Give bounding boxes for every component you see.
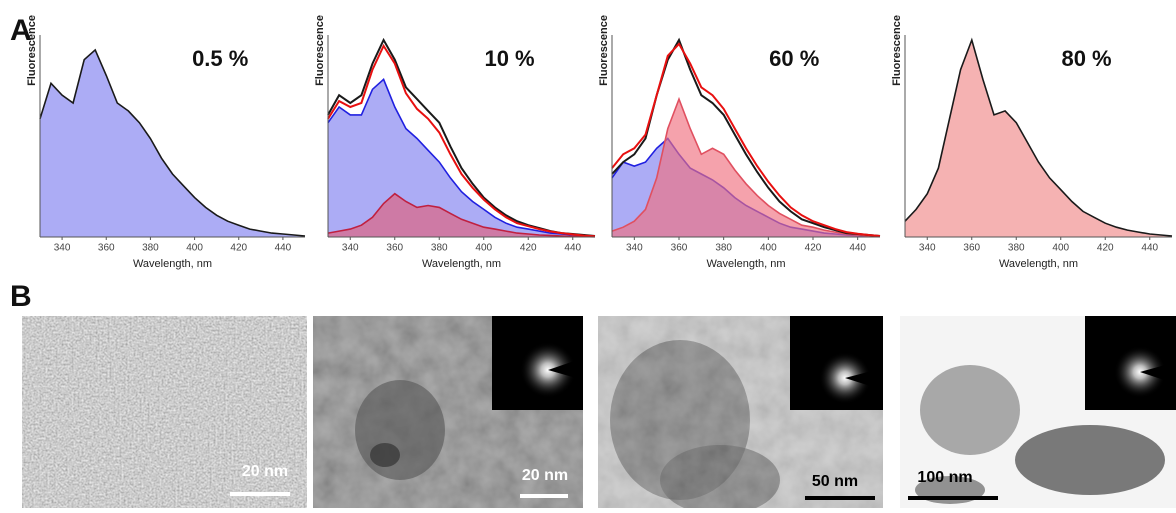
x-tick-label: 360: [98, 243, 115, 254]
x-tick-label: 360: [671, 243, 688, 254]
x-axis-label: Wavelength, nm: [706, 258, 785, 270]
x-tick-label: 340: [54, 243, 71, 254]
x-tick-label: 400: [760, 243, 777, 254]
y-axis-label: Fluorescence: [314, 15, 326, 86]
chart-title: 60 %: [769, 46, 819, 71]
area-fill: [328, 79, 595, 237]
x-axis-label: Wavelength, nm: [422, 258, 501, 270]
scale-bar-label: 50 nm: [812, 473, 858, 490]
x-tick-label: 440: [849, 243, 866, 254]
x-tick-label: 400: [186, 243, 203, 254]
x-tick-label: 420: [230, 243, 247, 254]
y-axis-label: Fluorescence: [26, 15, 38, 86]
x-tick-label: 420: [1097, 243, 1114, 254]
chart-title: 0.5 %: [192, 46, 248, 71]
tem-image: 100 nm: [900, 316, 1176, 508]
panel-label: B: [10, 280, 32, 313]
scale-bar-label: 20 nm: [522, 467, 568, 484]
x-tick-label: 340: [342, 243, 359, 254]
x-tick-label: 380: [431, 243, 448, 254]
x-tick-label: 440: [275, 243, 292, 254]
figure: A B 20 nm 20 nm 50 nm 100 n: [0, 0, 1176, 508]
x-tick-label: 400: [1052, 243, 1069, 254]
tem-image: 50 nm: [598, 316, 883, 508]
x-tick-label: 420: [805, 243, 822, 254]
chart-title: 10 %: [484, 46, 534, 71]
x-tick-label: 400: [475, 243, 492, 254]
tem-image: 20 nm: [313, 316, 583, 508]
x-tick-label: 380: [142, 243, 159, 254]
x-tick-label: 440: [1141, 243, 1158, 254]
y-axis-label: Fluorescence: [891, 15, 903, 86]
scale-bar-label: 100 nm: [917, 469, 972, 486]
x-axis-label: Wavelength, nm: [999, 258, 1078, 270]
x-tick-label: 340: [919, 243, 936, 254]
x-tick-label: 360: [963, 243, 980, 254]
tem-image: 20 nm: [22, 316, 307, 508]
x-tick-label: 420: [520, 243, 537, 254]
x-tick-label: 380: [1008, 243, 1025, 254]
x-tick-label: 440: [564, 243, 581, 254]
x-tick-label: 340: [626, 243, 643, 254]
chart-title: 80 %: [1061, 46, 1111, 71]
x-axis-label: Wavelength, nm: [133, 258, 212, 270]
x-tick-label: 360: [386, 243, 403, 254]
y-axis-label: Fluorescence: [598, 15, 610, 86]
scale-bar-label: 20 nm: [242, 463, 288, 480]
x-tick-label: 380: [715, 243, 732, 254]
